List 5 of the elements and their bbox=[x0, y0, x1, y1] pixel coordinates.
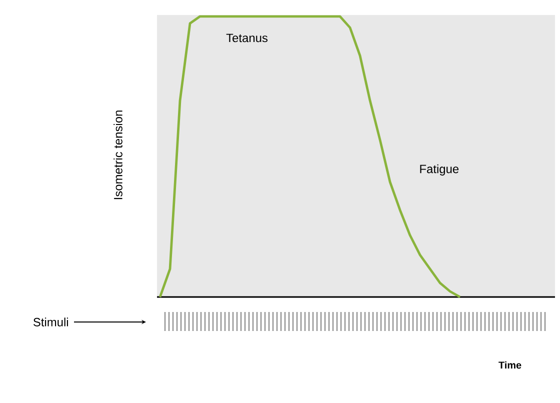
annotation: Fatigue bbox=[420, 164, 459, 176]
text: Stimuli bbox=[33, 318, 68, 326]
y-axis-title: Isometric tension bbox=[114, 110, 122, 200]
text: Time bbox=[498, 361, 522, 369]
annotation: Tetanus bbox=[226, 34, 268, 42]
